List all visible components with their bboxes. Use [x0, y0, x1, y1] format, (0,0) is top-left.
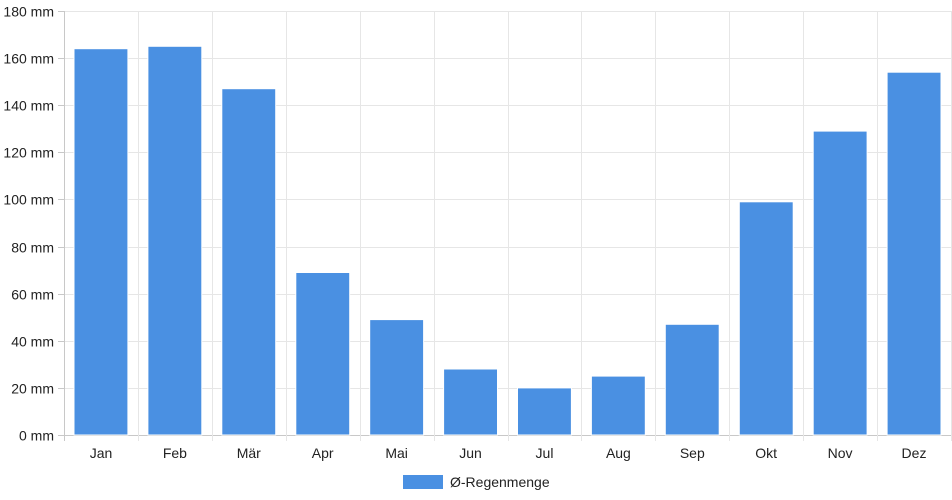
y-tick-label: 160 mm [3, 51, 54, 67]
x-tick-label: Feb [163, 445, 187, 461]
bar-sep[interactable] [664, 323, 720, 436]
x-tick-label: Nov [828, 445, 853, 461]
x-tick-label: Dez [902, 445, 927, 461]
x-tick-label: Jul [536, 445, 554, 461]
x-tick-label: Jun [459, 445, 482, 461]
y-tick-label: 100 mm [3, 192, 54, 208]
x-tick-label: Mär [237, 445, 261, 461]
y-tick-label: 120 mm [3, 145, 54, 161]
axes: 0 mm 20 mm 40 mm 60 mm 80 mm 100 mm 120 mm 140 … [3, 4, 926, 462]
x-tick-label: Aug [606, 445, 631, 461]
bars [73, 45, 942, 436]
bar-jun[interactable] [443, 368, 499, 436]
bar-jul[interactable] [517, 387, 572, 436]
x-tick-label: Okt [755, 445, 777, 461]
y-tick-label: 40 mm [11, 334, 54, 350]
bar-apr[interactable] [295, 272, 351, 436]
y-tick-label: 80 mm [11, 240, 54, 256]
bar-okt[interactable] [738, 201, 794, 436]
x-tick-label: Sep [680, 445, 705, 461]
y-tick-label: 140 mm [3, 98, 54, 114]
bar-dez[interactable] [886, 71, 942, 436]
legend-label[interactable]: Ø-Regenmenge [450, 474, 550, 490]
bar-mär[interactable] [221, 88, 277, 436]
bar-feb[interactable] [147, 45, 203, 436]
x-tick-label: Jan [90, 445, 113, 461]
bar-aug[interactable] [590, 375, 646, 436]
legend-swatch[interactable] [403, 475, 443, 489]
bar-mai[interactable] [369, 319, 425, 436]
y-tick-label: 60 mm [11, 287, 54, 303]
bar-jan[interactable] [73, 48, 129, 436]
x-tick-label: Mai [385, 445, 408, 461]
y-tick-label: 180 mm [3, 4, 54, 20]
legend[interactable]: Ø-Regenmenge [403, 474, 550, 490]
y-tick-label: 20 mm [11, 381, 54, 397]
x-tick-label: Apr [312, 445, 334, 461]
bar-nov[interactable] [812, 130, 868, 436]
y-tick-label: 0 mm [19, 428, 54, 444]
